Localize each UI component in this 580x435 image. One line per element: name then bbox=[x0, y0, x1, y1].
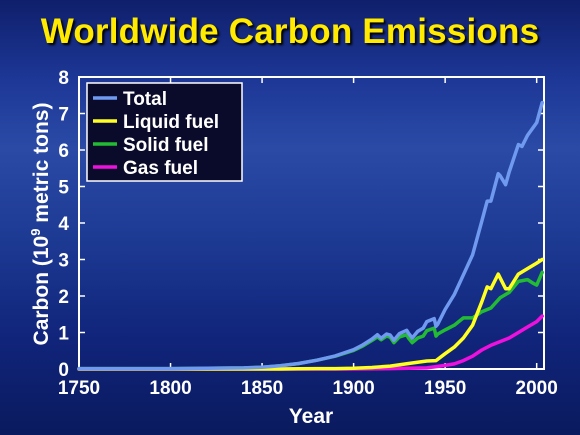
legend-entry: Gas fuel bbox=[123, 158, 198, 179]
x-tick-label: 1950 bbox=[424, 378, 466, 399]
y-tick-label: 8 bbox=[58, 68, 69, 89]
y-axis-label-superscript: 9 bbox=[28, 229, 43, 236]
x-tick-label: 1750 bbox=[58, 378, 100, 399]
y-tick-label: 6 bbox=[58, 141, 69, 162]
x-tick-label: 1900 bbox=[332, 378, 374, 399]
legend-entry: Liquid fuel bbox=[123, 112, 219, 133]
data-series bbox=[77, 100, 544, 371]
series-line-total bbox=[77, 100, 544, 371]
legend-entry: Solid fuel bbox=[123, 135, 209, 156]
x-tick-label: 2000 bbox=[516, 378, 558, 399]
y-axis-label-tail: metric tons) bbox=[30, 103, 53, 229]
slide-title: Worldwide Carbon Emissions bbox=[40, 12, 540, 51]
series-line-gas-fuel bbox=[77, 314, 544, 371]
y-tick-label: 4 bbox=[58, 214, 69, 235]
y-tick-label: 1 bbox=[58, 324, 69, 345]
y-tick-label: 0 bbox=[58, 360, 69, 381]
legend-entry: Total bbox=[123, 89, 167, 110]
y-tick-label: 5 bbox=[58, 178, 69, 199]
series-line-liquid-fuel bbox=[77, 257, 544, 371]
y-tick-label: 3 bbox=[58, 251, 69, 272]
y-tick-label: 7 bbox=[58, 105, 69, 126]
y-tick-label: 2 bbox=[58, 287, 69, 308]
x-axis-ticks: 1750 1800 1850 1900 1950 2000 bbox=[58, 77, 558, 399]
y-axis-label: Carbon (109 metric tons) bbox=[28, 103, 53, 346]
x-tick-label: 1850 bbox=[241, 378, 283, 399]
x-tick-label: 1800 bbox=[149, 378, 191, 399]
y-axis-label-main: Carbon (10 bbox=[30, 236, 53, 346]
x-axis-label: Year bbox=[289, 405, 333, 428]
